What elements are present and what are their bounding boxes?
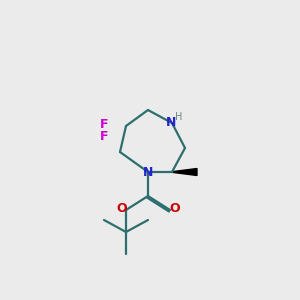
Text: O: O [117,202,127,215]
Polygon shape [172,169,197,176]
Text: O: O [170,202,180,215]
Text: H: H [175,112,183,122]
Text: F: F [100,118,108,130]
Text: N: N [143,167,153,179]
Text: F: F [100,130,108,142]
Text: N: N [166,116,176,130]
